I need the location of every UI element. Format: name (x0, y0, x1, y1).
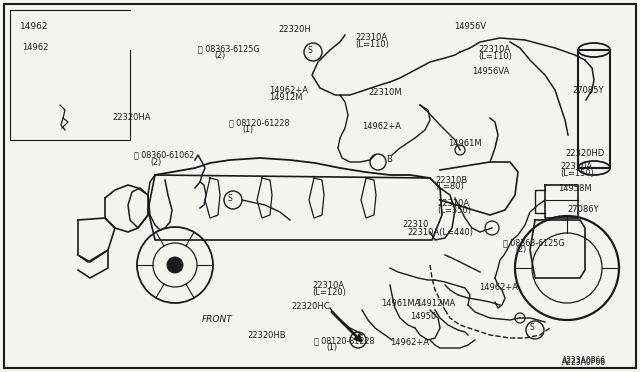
Text: 22310A: 22310A (479, 45, 511, 54)
Text: (L=80): (L=80) (435, 182, 464, 191)
Text: 14958M: 14958M (558, 184, 592, 193)
Text: S: S (308, 45, 312, 55)
Text: Ⓑ 08120-61228: Ⓑ 08120-61228 (229, 118, 290, 127)
Text: 22320HB: 22320HB (247, 331, 285, 340)
Text: (L=110): (L=110) (355, 40, 389, 49)
Text: S: S (530, 324, 534, 333)
Text: 14950: 14950 (410, 312, 436, 321)
Text: FRONT: FRONT (202, 315, 232, 324)
Text: 22310A: 22310A (560, 162, 592, 171)
Text: (L=350): (L=350) (437, 206, 471, 215)
Text: 14912M: 14912M (269, 93, 302, 102)
Text: B: B (386, 155, 392, 164)
Text: 14962: 14962 (20, 22, 49, 31)
Text: 22320HC: 22320HC (292, 302, 330, 311)
Text: 14962+A: 14962+A (479, 283, 518, 292)
Text: 22310B: 22310B (435, 176, 467, 185)
Text: (L=110): (L=110) (479, 52, 513, 61)
Text: 22310M: 22310M (369, 88, 403, 97)
Text: Ⓑ 08120-81228: Ⓑ 08120-81228 (314, 336, 374, 345)
Text: 27086Y: 27086Y (567, 205, 598, 214)
Text: (1): (1) (326, 343, 337, 352)
Text: 14962+A: 14962+A (390, 338, 429, 347)
Text: 14961MA: 14961MA (381, 299, 421, 308)
Text: (2): (2) (516, 245, 527, 254)
Text: 14962: 14962 (22, 43, 49, 52)
Text: 22320H: 22320H (278, 25, 311, 34)
Text: 22310A: 22310A (312, 281, 344, 290)
Text: 22310A: 22310A (355, 33, 387, 42)
Text: 14956V: 14956V (454, 22, 486, 31)
Text: A223A0P66: A223A0P66 (562, 358, 606, 367)
Text: (2): (2) (150, 158, 162, 167)
Text: 22320HA: 22320HA (112, 113, 150, 122)
Text: A223A0P66: A223A0P66 (562, 356, 606, 365)
Text: 22310: 22310 (402, 220, 428, 229)
Text: 22310A(L=440): 22310A(L=440) (408, 228, 474, 237)
Text: S: S (228, 193, 232, 202)
Text: 14956VA: 14956VA (472, 67, 509, 76)
Text: 14912MA: 14912MA (416, 299, 455, 308)
Text: 22310A: 22310A (437, 199, 469, 208)
Text: (2): (2) (214, 51, 226, 60)
Text: Ⓜ 08360-61062: Ⓜ 08360-61062 (134, 151, 195, 160)
Text: 14962+A: 14962+A (362, 122, 401, 131)
Text: Ⓜ 08363-6125G: Ⓜ 08363-6125G (503, 238, 564, 247)
Text: (L=120): (L=120) (312, 288, 346, 297)
Text: 22320HD: 22320HD (566, 149, 605, 158)
Text: 14962+A: 14962+A (269, 86, 308, 94)
Text: 14961M: 14961M (448, 139, 482, 148)
Text: (1): (1) (242, 125, 253, 134)
Text: Ⓜ 08363-6125G: Ⓜ 08363-6125G (198, 44, 260, 53)
Circle shape (167, 257, 183, 273)
Text: (L=150): (L=150) (560, 169, 594, 178)
Text: 27085Y: 27085Y (573, 86, 604, 95)
